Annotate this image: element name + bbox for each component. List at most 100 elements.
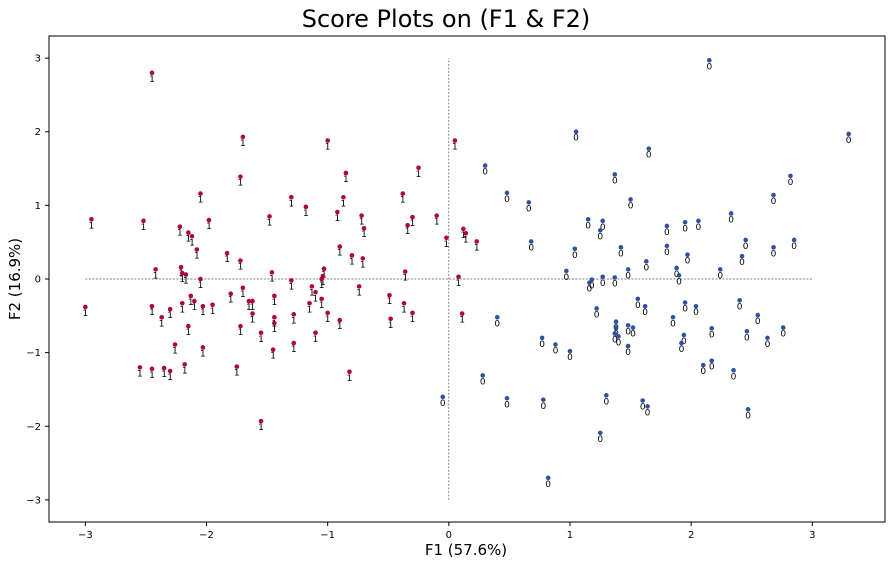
score-point: [745, 407, 751, 412]
score-point-label: 0: [717, 271, 723, 281]
score-point-label: 1: [460, 231, 466, 241]
score-point-label: 0: [709, 330, 715, 340]
score-point: [685, 252, 690, 257]
score-point: [780, 325, 786, 330]
score-point-label: 1: [291, 345, 297, 355]
score-point-label: 0: [618, 249, 624, 259]
score-point: [744, 328, 750, 334]
score-point: [541, 397, 546, 403]
score-point-label: 1: [360, 260, 366, 270]
score-point-label: 1: [410, 219, 416, 229]
score-point: [452, 138, 458, 143]
score-point: [572, 246, 578, 252]
score-point: [83, 304, 88, 310]
score-point-label: 0: [572, 251, 578, 261]
score-point-label: 1: [337, 322, 343, 332]
score-point: [269, 270, 275, 275]
y-tick-label: −1: [26, 348, 41, 359]
score-point: [612, 275, 618, 280]
score-point: [401, 301, 407, 306]
score-point: [270, 347, 276, 352]
score-point: [341, 194, 346, 200]
score-point-label: 1: [347, 374, 353, 384]
score-point: [755, 312, 761, 318]
score-point: [303, 204, 309, 210]
score-point: [459, 311, 465, 316]
score-point-label: 1: [334, 214, 340, 224]
score-point-label: 1: [356, 288, 362, 298]
score-point-label: 1: [410, 315, 416, 325]
score-point-label: 1: [313, 335, 319, 345]
score-point: [482, 163, 488, 168]
score-point-label: 0: [682, 224, 688, 234]
score-point: [709, 358, 715, 364]
score-point-label: 0: [585, 221, 591, 231]
score-point: [693, 303, 699, 309]
score-point-label: 1: [320, 278, 326, 288]
chart-title: Score Plots on (F1 & F2): [302, 5, 591, 33]
score-point-label: 1: [179, 305, 185, 315]
score-point: [349, 253, 355, 258]
score-point: [613, 319, 619, 325]
score-point-label: 1: [240, 139, 246, 149]
score-point: [337, 317, 343, 323]
score-point-label: 1: [137, 369, 143, 379]
score-point: [200, 345, 206, 350]
score-point: [240, 285, 246, 291]
score-point-label: 1: [82, 309, 88, 319]
score-point: [179, 270, 185, 276]
score-point-label: 0: [625, 271, 631, 281]
score-point-label: 1: [188, 298, 194, 308]
score-point: [628, 197, 633, 202]
score-point: [585, 217, 591, 222]
score-point: [307, 301, 312, 306]
score-point-label: 0: [771, 249, 777, 259]
score-point-label: 1: [405, 227, 411, 237]
score-point-label: 0: [737, 302, 743, 312]
score-point: [625, 267, 631, 272]
score-point: [206, 217, 212, 223]
score-point-label: 0: [545, 480, 551, 490]
score-point-label: 1: [291, 316, 297, 326]
score-point-label: 0: [693, 308, 699, 318]
score-point-label: 1: [250, 303, 256, 313]
score-point: [573, 129, 579, 135]
score-point-label: 1: [456, 279, 462, 289]
score-point-label: 1: [288, 282, 294, 292]
score-point: [313, 330, 318, 336]
score-point: [325, 310, 330, 316]
score-point: [356, 284, 362, 289]
score-point-label: 1: [250, 316, 256, 326]
score-point: [137, 365, 143, 370]
score-point-label: 0: [440, 399, 446, 409]
score-point: [183, 272, 189, 277]
score-point-label: 0: [731, 372, 737, 382]
score-point: [194, 247, 200, 252]
score-point-label: 1: [258, 423, 264, 433]
score-point-label: 1: [401, 305, 407, 315]
score-point: [646, 146, 652, 151]
score-point-label: 1: [228, 296, 234, 306]
score-point-label: 1: [194, 252, 200, 262]
score-point: [272, 293, 277, 299]
score-point: [670, 314, 676, 320]
score-point: [553, 342, 558, 347]
score-point: [405, 222, 410, 228]
score-point-label: 1: [309, 288, 315, 298]
score-point: [272, 320, 277, 326]
score-point-label: 0: [664, 228, 670, 238]
score-point: [640, 398, 645, 403]
score-point-label: 1: [303, 209, 309, 219]
score-point-label: 1: [388, 321, 394, 331]
score-point-label: 0: [674, 270, 680, 280]
score-point: [567, 348, 573, 354]
score-point: [250, 311, 255, 316]
score-point: [153, 267, 158, 272]
score-point: [337, 244, 343, 249]
score-point-label: 1: [89, 221, 95, 231]
score-point-label: 1: [206, 222, 212, 232]
score-point-label: 1: [238, 179, 244, 189]
score-point-label: 0: [642, 308, 648, 318]
score-point-label: 1: [463, 235, 469, 245]
score-point-label: 0: [664, 248, 670, 258]
